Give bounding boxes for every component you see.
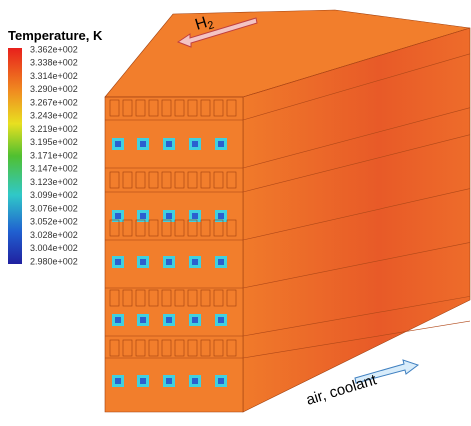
colorbar-tick-label: 3.290e+002 (30, 84, 78, 94)
colorbar-tick-label: 3.195e+002 (30, 137, 78, 147)
colorbar-tick-label: 3.004e+002 (30, 243, 78, 253)
coolant-channel-core (166, 317, 172, 323)
coolant-channel-core (218, 378, 224, 384)
colorbar-tick-label: 3.219e+002 (30, 124, 78, 134)
coolant-channel-core (166, 141, 172, 147)
colorbar-ticks: 3.362e+002 3.338e+002 3.314e+002 3.290e+002… (30, 44, 78, 266)
coolant-channel-core (166, 378, 172, 384)
coolant-channel-core (166, 213, 172, 219)
colorbar-tick-label: 3.147e+002 (30, 164, 78, 174)
colorbar-tick-label: 3.099e+002 (30, 190, 78, 200)
colorbar-tick-label: 3.362e+002 (30, 44, 78, 54)
coolant-channel-core (166, 259, 172, 265)
coolant-channel-core (192, 213, 198, 219)
colorbar (8, 48, 22, 264)
coolant-channel-core (218, 259, 224, 265)
colorbar-tick-label: 3.243e+002 (30, 111, 78, 121)
coolant-channel-core (115, 259, 121, 265)
coolant-channel-core (115, 378, 121, 384)
colorbar-tick-label: 3.076e+002 (30, 203, 78, 213)
figure: Temperature, K 3.362e+002 3.338e+002 3.314… (0, 0, 471, 426)
coolant-channel-core (115, 317, 121, 323)
coolant-channel-core (218, 317, 224, 323)
coolant-channel-core (218, 213, 224, 219)
coolant-channel-core (218, 141, 224, 147)
colorbar-tick-label: 3.171e+002 (30, 150, 78, 160)
colorbar-title: Temperature, K (8, 28, 103, 43)
colorbar-tick-label: 3.052e+002 (30, 217, 78, 227)
coolant-channel-core (140, 213, 146, 219)
coolant-channel-core (140, 141, 146, 147)
air-label: air, coolant (304, 371, 379, 409)
coolant-channel-core (140, 378, 146, 384)
colorbar-tick-label: 3.028e+002 (30, 230, 78, 240)
coolant-channel-core (192, 259, 198, 265)
colorbar-tick-label: 3.338e+002 (30, 58, 78, 68)
coolant-channel-core (115, 213, 121, 219)
colorbar-tick-label: 3.267e+002 (30, 97, 78, 107)
coolant-channel-core (115, 141, 121, 147)
colorbar-tick-label: 3.123e+002 (30, 177, 78, 187)
coolant-channel-core (192, 141, 198, 147)
coolant-channel-core (140, 317, 146, 323)
coolant-channel-core (192, 378, 198, 384)
colorbar-tick-label: 3.314e+002 (30, 71, 78, 81)
coolant-channel-core (192, 317, 198, 323)
colorbar-tick-label: 2.980e+002 (30, 256, 78, 266)
coolant-channel-core (140, 259, 146, 265)
